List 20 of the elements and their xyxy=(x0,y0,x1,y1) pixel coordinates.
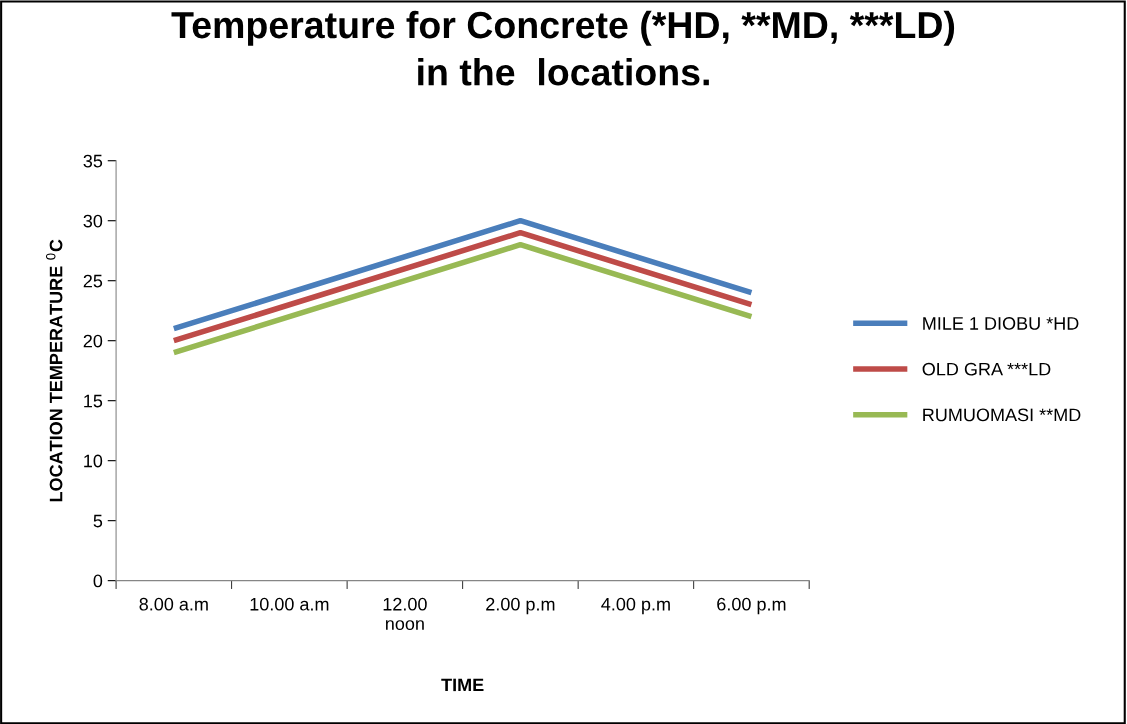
legend-label: MILE 1 DIOBU *HD xyxy=(923,317,1079,330)
x-axis-title: TIME xyxy=(441,678,484,692)
x-tick-label: 8.00 a.m xyxy=(139,597,208,611)
x-tick-label: 10.00 a.m xyxy=(250,597,329,611)
x-tick-label: 4.00 p.m xyxy=(601,597,670,615)
legend-label: OLD GRA ***LD xyxy=(922,362,1051,376)
x-tick-label: 6.00 p.m xyxy=(717,597,786,615)
y-tick-label: 5 xyxy=(93,514,103,528)
y-tick-label: 35 xyxy=(83,154,103,168)
x-tick-label: 12.00 noon xyxy=(383,597,427,631)
y-tick-label: 25 xyxy=(83,274,103,288)
y-tick-label: 30 xyxy=(83,214,103,228)
y-tick-label: 15 xyxy=(84,394,103,408)
chart-title: Temperature for Concrete (*HD, **MD, ***LD) in the locations. xyxy=(171,10,955,86)
y-tick-label: 10 xyxy=(84,454,103,468)
y-tick-label: 20 xyxy=(83,334,103,348)
y-tick-label: 0 xyxy=(93,574,103,588)
y-axis-title: LOCATION TEMPERATURE $^{0}$C xyxy=(45,239,63,502)
legend-label: RUMUOMASI **MD xyxy=(923,408,1081,422)
x-tick-label: 2.00 p.m xyxy=(486,597,555,615)
